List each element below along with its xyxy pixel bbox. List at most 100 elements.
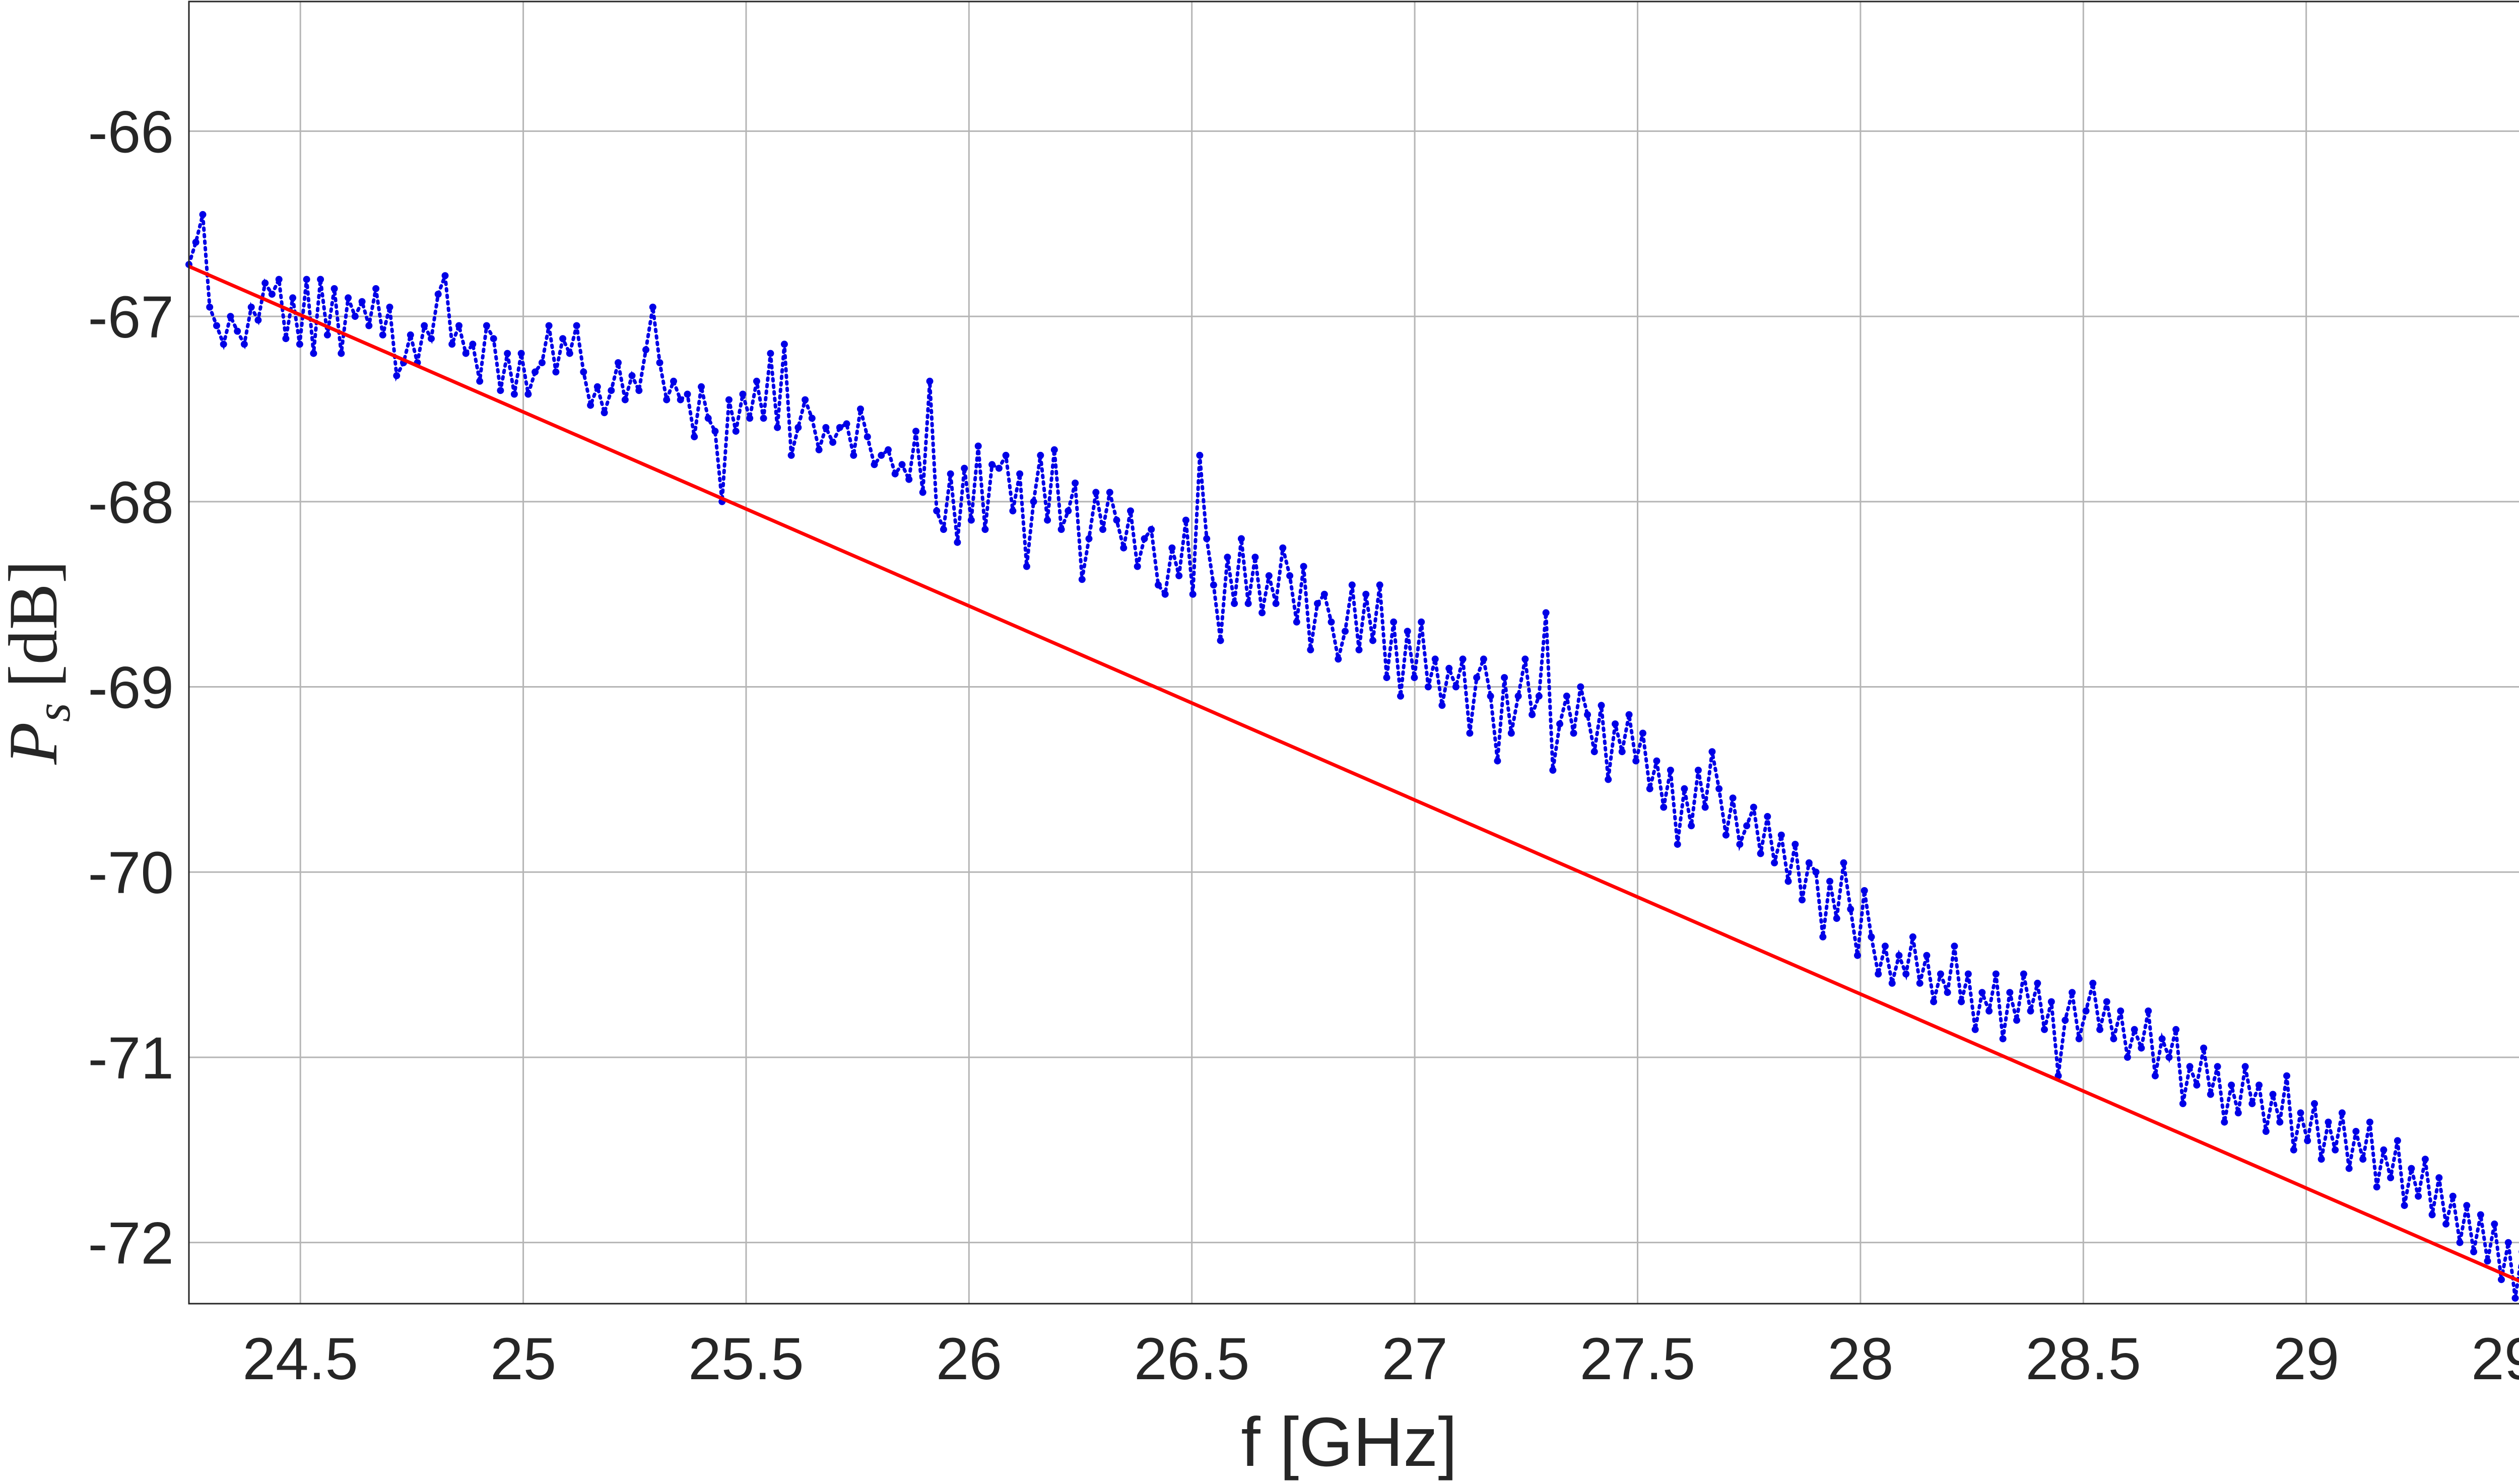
measured-point <box>462 350 470 357</box>
measured-point <box>386 303 393 311</box>
measured-point <box>1397 692 1404 700</box>
measured-point <box>2117 1007 2125 1015</box>
measured-point <box>753 377 760 385</box>
measured-point <box>1376 581 1383 589</box>
measured-point <box>1445 664 1453 672</box>
measured-point <box>282 335 290 343</box>
measured-point <box>517 350 525 357</box>
measured-point <box>1099 526 1106 533</box>
measured-point <box>739 390 747 398</box>
measured-point <box>1985 1007 1993 1015</box>
measured-point <box>1189 590 1197 598</box>
measured-point <box>2096 1026 2103 1033</box>
measured-point <box>829 439 837 446</box>
measured-point <box>967 516 975 524</box>
svg-text:Ps[dB]: Ps [dB] <box>0 560 81 765</box>
measured-point <box>455 322 462 329</box>
measured-point <box>1556 720 1563 728</box>
measured-point <box>711 428 719 435</box>
y-tick-label: -67 <box>88 284 174 351</box>
measured-point <box>2075 1035 2083 1043</box>
measured-point <box>926 377 934 385</box>
measured-point <box>1279 544 1287 552</box>
measured-point <box>802 396 809 403</box>
measured-point <box>2470 1248 2478 1255</box>
measured-point <box>1355 646 1363 653</box>
measured-point <box>2408 1165 2415 1172</box>
measured-point <box>1487 692 1494 700</box>
measured-point <box>1431 655 1439 663</box>
measured-point <box>289 294 297 302</box>
measured-point <box>2421 1156 2429 1163</box>
measured-point <box>1224 554 1231 561</box>
measured-point <box>358 298 366 305</box>
measured-point <box>1812 868 1820 876</box>
measured-point <box>774 424 781 431</box>
measured-point <box>1037 451 1044 459</box>
measured-point <box>247 303 255 311</box>
measured-point <box>559 335 567 343</box>
measured-point <box>317 276 324 283</box>
measured-point <box>1854 952 1861 959</box>
measured-point <box>1958 998 1965 1005</box>
measured-point <box>1314 600 1321 608</box>
measured-point <box>504 350 511 357</box>
measured-point <box>2027 1007 2034 1015</box>
measured-point <box>1404 628 1411 635</box>
measured-point <box>1598 702 1605 709</box>
measured-point <box>448 341 456 348</box>
measured-point <box>1681 785 1688 792</box>
measured-point <box>2373 1183 2380 1191</box>
measured-point <box>905 476 913 483</box>
measured-point <box>864 433 871 441</box>
measured-point <box>670 377 677 385</box>
measured-point <box>850 451 857 459</box>
x-tick-label: 28 <box>1827 1326 1893 1392</box>
measured-point <box>1639 729 1646 737</box>
measured-point <box>2103 998 2110 1005</box>
measured-point <box>1065 507 1072 515</box>
measured-point <box>532 368 539 376</box>
measured-point <box>1466 729 1474 737</box>
x-tick-label: 29.5 <box>2471 1326 2519 1392</box>
measured-point <box>2491 1220 2498 1228</box>
measured-point <box>780 341 788 348</box>
measured-point <box>822 424 830 431</box>
measured-point <box>483 322 490 329</box>
measured-point <box>995 464 1003 472</box>
measured-point <box>2138 1044 2145 1052</box>
measured-point <box>1050 446 1058 453</box>
measured-point <box>725 396 733 403</box>
measured-point <box>1833 915 1840 922</box>
measured-point <box>1459 655 1467 663</box>
measured-point <box>2165 1053 2173 1061</box>
measured-point <box>593 383 601 390</box>
measured-point <box>1237 535 1245 543</box>
measured-point <box>2179 1100 2186 1107</box>
measured-point <box>2428 1211 2436 1219</box>
measured-point <box>1175 572 1183 579</box>
measured-point <box>1902 970 1910 978</box>
measured-point <box>2456 1239 2464 1246</box>
measured-point <box>1819 933 1827 940</box>
measured-point <box>1452 683 1460 691</box>
measured-point <box>2477 1211 2484 1219</box>
measured-point <box>1757 850 1764 857</box>
measured-point <box>1390 618 1398 626</box>
measured-point <box>2256 1082 2263 1089</box>
measured-point <box>587 401 594 409</box>
measured-point <box>891 470 899 478</box>
measured-point <box>1847 905 1854 913</box>
measured-point <box>2200 1044 2208 1052</box>
measured-point <box>2311 1100 2318 1107</box>
measured-point <box>2317 1156 2325 1163</box>
measured-point <box>1909 933 1916 940</box>
measured-point <box>1265 572 1273 579</box>
measured-point <box>836 424 843 431</box>
plot-series <box>185 211 2519 1302</box>
measured-point <box>1632 757 1640 765</box>
measured-point <box>1625 711 1633 718</box>
measured-point <box>808 415 816 422</box>
measured-point <box>1944 989 1951 996</box>
measured-point <box>1057 526 1065 533</box>
